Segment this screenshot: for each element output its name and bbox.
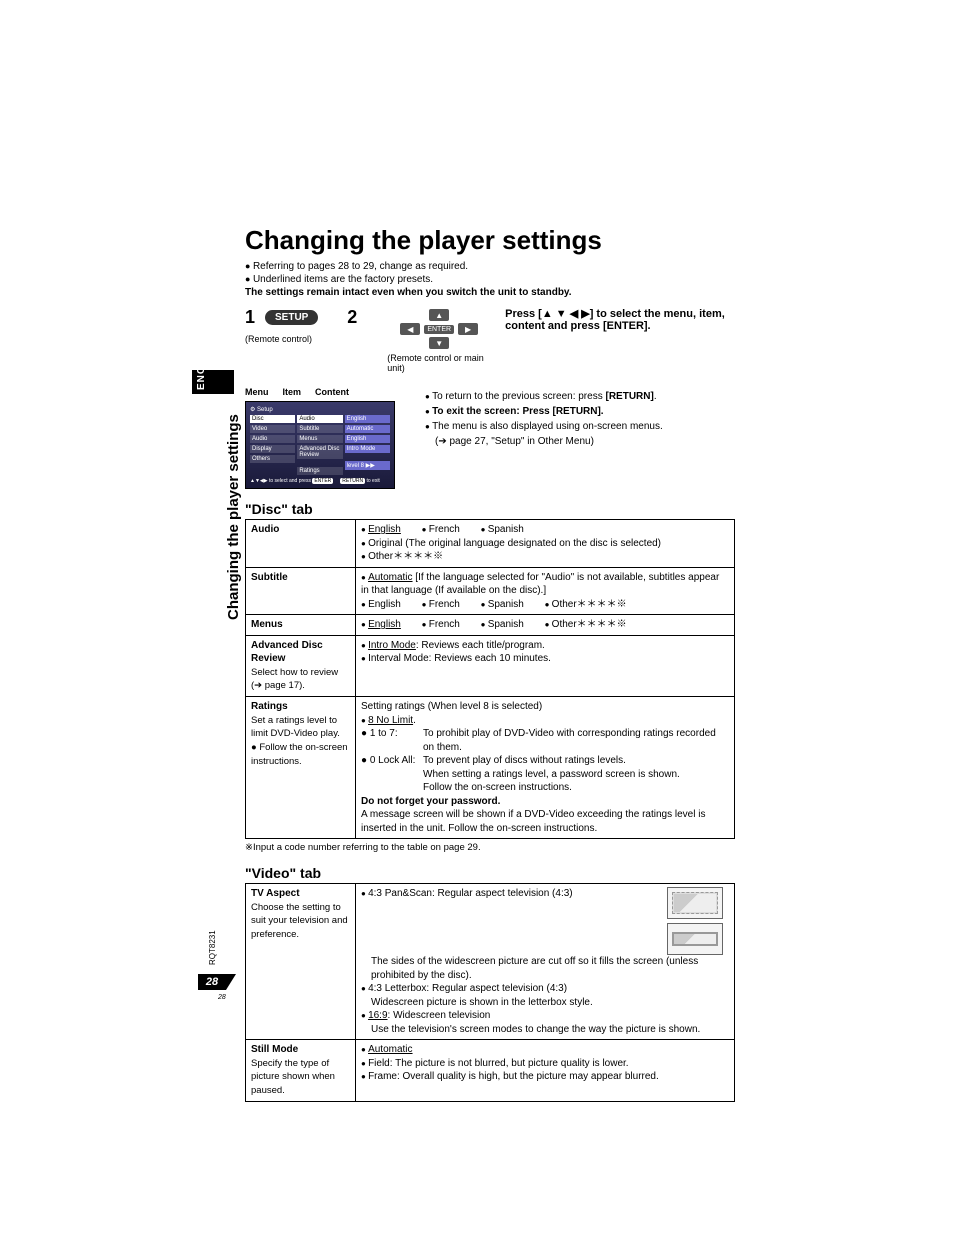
- audio-label: Audio: [246, 520, 356, 568]
- step-1-number: 1: [245, 307, 255, 328]
- osd-content-level8: level 8 ▶▶: [345, 461, 390, 470]
- audio-options: English French Spanish Original (The ori…: [356, 520, 735, 568]
- osd-menu-others: Others: [250, 455, 295, 463]
- intro-bullet-1: Referring to pages 28 to 29, change as r…: [245, 260, 735, 273]
- menus-options: English French Spanish Other＊＊＊＊※: [356, 615, 735, 636]
- osd-menu-video: Video: [250, 425, 295, 433]
- tvaspect-label: TV Aspect Choose the setting to suit you…: [246, 884, 356, 1040]
- mini-page-number: 28: [218, 994, 226, 1001]
- tv-panscan-icon: [667, 887, 723, 919]
- still-content: Automatic Field: The picture is not blur…: [356, 1040, 735, 1102]
- step-1-caption: (Remote control): [245, 334, 312, 344]
- osd-item-adv: Advanced Disc Review: [297, 445, 342, 459]
- osd-content-english2: English: [345, 435, 390, 443]
- subtitle-options: Automatic [If the language selected for …: [356, 567, 735, 615]
- osd-content-intro: Intro Mode: [345, 445, 390, 453]
- setup-button: SETUP: [265, 310, 318, 325]
- osd-header-content: Content: [315, 387, 349, 397]
- still-label: Still Mode Specify the type of picture s…: [246, 1040, 356, 1102]
- tv-letterbox-icon: [667, 923, 723, 955]
- diag-note-2: To exit the screen: Press [RETURN].: [425, 404, 735, 419]
- disc-tab-table: Audio English French Spanish Original (T…: [245, 519, 735, 839]
- page-badge-corner: [226, 974, 236, 990]
- intro-bullet-2: Underlined items are the factory presets…: [245, 273, 735, 286]
- step-2-number: 2: [347, 307, 357, 373]
- video-tab-title: "Video" tab: [245, 865, 735, 881]
- tvaspect-content: 4:3 Pan&Scan: Regular aspect television …: [356, 884, 735, 1040]
- ratings-label: Ratings Set a ratings level to limit DVD…: [246, 697, 356, 839]
- osd-header-item: Item: [283, 387, 302, 397]
- arrow-left-icon: ◀: [400, 323, 420, 335]
- osd-menu-audio: Audio: [250, 435, 295, 443]
- osd-item-audio: Audio: [297, 415, 342, 423]
- osd-content-english: English: [345, 415, 390, 423]
- video-tab-table: TV Aspect Choose the setting to suit you…: [245, 883, 735, 1102]
- enter-button-icon: ENTER: [424, 325, 454, 334]
- model-code: RQT8231: [208, 930, 217, 965]
- page-number-badge: 28: [198, 974, 226, 990]
- osd-item-ratings: Ratings: [297, 467, 342, 475]
- diag-note-3: The menu is also displayed using on-scre…: [425, 419, 735, 449]
- arrow-right-icon: ▶: [458, 323, 478, 335]
- osd-item-subtitle: Subtitle: [297, 425, 342, 433]
- step-2-instruction: Press [▲ ▼ ◀ ▶] to select the menu, item…: [505, 307, 735, 373]
- ratings-content: Setting ratings (When level 8 is selecte…: [356, 697, 735, 839]
- ratings-sub: Set a ratings level to limit DVD-Video p…: [251, 715, 348, 767]
- disc-tab-title: "Disc" tab: [245, 501, 735, 517]
- adv-label: Advanced Disc Review Select how to revie…: [246, 635, 356, 697]
- osd-content-auto: Automatic: [345, 425, 390, 433]
- menus-label: Menus: [246, 615, 356, 636]
- step-2-caption: (Remote control or main unit): [387, 353, 491, 373]
- arrow-down-icon: ▼: [429, 337, 449, 349]
- adv-sub: Select how to review (➔ page 17).: [251, 667, 338, 692]
- arrow-up-icon: ▲: [429, 309, 449, 321]
- diag-note-1: To return to the previous screen: press …: [425, 389, 735, 404]
- osd-item-menus: Menus: [297, 435, 342, 443]
- intro-bold: The settings remain intact even when you…: [245, 286, 735, 299]
- adv-options: Intro Mode: Reviews each title/program. …: [356, 635, 735, 697]
- page-title: Changing the player settings: [245, 225, 735, 256]
- section-side-title: Changing the player settings: [225, 414, 242, 620]
- osd-menu-disc: Disc: [250, 415, 295, 423]
- disc-footnote: ※Input a code number referring to the ta…: [245, 842, 735, 853]
- subtitle-label: Subtitle: [246, 567, 356, 615]
- osd-menu-display: Display: [250, 445, 295, 453]
- osd-header-menu: Menu: [245, 387, 269, 397]
- osd-panel: ⚙ Setup Disc Video Audio Display Others …: [245, 401, 395, 489]
- language-tab: ENGLISH: [196, 339, 207, 390]
